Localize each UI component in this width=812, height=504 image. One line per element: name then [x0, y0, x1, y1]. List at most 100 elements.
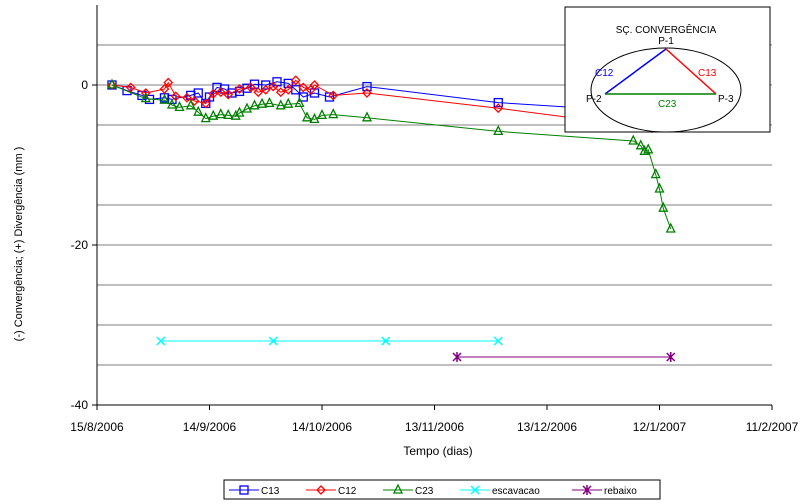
data-point-C23: [493, 124, 504, 136]
data-point-C23: [185, 99, 196, 110]
legend-item-rebaixo: rebaixo: [572, 485, 637, 497]
data-point-C12: [268, 81, 279, 92]
inset-label-p3: P-3: [718, 94, 734, 105]
data-point-C23: [215, 108, 226, 119]
data-point-C23: [159, 93, 170, 104]
data-point-C12: [208, 88, 219, 99]
legend-label: rebaixo: [604, 486, 637, 497]
data-point-C12: [182, 92, 192, 103]
x-tick-label: 15/8/2006: [70, 420, 124, 434]
data-point-C12: [140, 88, 151, 98]
data-point-C12: [290, 75, 301, 86]
legend-marker: [470, 485, 480, 495]
x-tick-label: 13/12/2006: [517, 420, 577, 434]
data-point-escavacao: [381, 336, 391, 346]
data-point-C23: [643, 143, 654, 154]
x-tick-label: 11/2/2007: [746, 420, 799, 434]
legend-marker: [239, 485, 249, 495]
data-point-C23: [301, 111, 313, 122]
x-tick-label: 14/9/2006: [183, 420, 237, 434]
legend: C13 C12 C23 escavacao rebaixo: [223, 479, 661, 500]
inset-line-c12: [604, 48, 667, 95]
data-point-C12: [328, 90, 339, 101]
data-point-rebaixo: [666, 352, 676, 362]
data-point-C23: [665, 222, 676, 233]
grid: [97, 44, 772, 366]
legend-label: C12: [338, 486, 357, 497]
data-point-C12: [170, 91, 181, 102]
data-point-C23: [223, 108, 234, 120]
data-point-C23: [650, 168, 661, 179]
series-rebaixo: [452, 352, 676, 362]
data-point-C23: [193, 105, 204, 116]
y-tick-label: -20: [71, 238, 89, 252]
legend-marker: [582, 485, 592, 495]
legend-marker: [392, 483, 404, 494]
data-point-C23: [241, 102, 253, 113]
series-escavacao: [156, 336, 503, 346]
series-C23: [106, 78, 676, 233]
data-point-C12: [223, 89, 234, 100]
data-point-C12: [107, 80, 117, 90]
data-point-C23: [654, 182, 665, 193]
x-axis-label: Tempo (dias): [403, 444, 472, 458]
legend-label: C13: [261, 486, 280, 497]
data-point-C12: [215, 87, 226, 98]
data-point-C23: [639, 144, 650, 156]
legend-label: escavacao: [492, 486, 540, 497]
legend-item-C13: C13: [229, 485, 280, 497]
data-point-escavacao: [156, 336, 166, 346]
y-axis-label: (-) Convergência; (+) Divergência (mm ): [13, 147, 25, 342]
series-layer: [106, 75, 676, 362]
data-point-C12: [253, 87, 264, 98]
inset-line-c13: [665, 48, 717, 95]
data-point-C12: [275, 87, 286, 98]
data-point-C12: [309, 80, 320, 90]
data-point-C23: [309, 112, 320, 124]
data-point-C23: [628, 134, 639, 145]
data-point-C23: [106, 78, 118, 89]
data-point-rebaixo: [452, 352, 462, 362]
axes: [92, 5, 773, 410]
data-point-C23: [275, 99, 286, 110]
inset-ellipse: [590, 47, 742, 133]
data-point-C23: [200, 112, 211, 123]
data-point-C12: [362, 88, 372, 98]
legend-marker: [316, 485, 326, 495]
data-point-C23: [658, 201, 669, 212]
inset-label-c23: C23: [658, 99, 677, 110]
inset-label-p2: P-2: [586, 94, 602, 105]
inset-label-c13: C13: [698, 68, 717, 79]
data-point-C12: [163, 77, 174, 88]
data-point-C23: [174, 100, 185, 112]
convergence-section-inset: SÇ. CONVERGÊNCIA P-1 P-2 P-3 C12 C13 C23: [564, 6, 771, 133]
data-point-C23: [294, 96, 305, 108]
data-point-C12: [159, 84, 170, 94]
data-point-escavacao: [493, 336, 503, 346]
data-point-C13: [283, 78, 293, 89]
data-point-C23: [361, 111, 373, 122]
y-tick-label: -40: [71, 398, 89, 412]
data-point-C13: [298, 92, 308, 102]
series-line-C12: [111, 79, 653, 129]
legend-item-C23: C23: [383, 483, 434, 497]
data-point-C23: [140, 92, 151, 103]
x-tick-label: 12/1/2007: [633, 420, 687, 434]
data-point-C12: [298, 82, 309, 93]
inset-label-c12: C12: [595, 68, 614, 79]
data-point-C12: [189, 96, 200, 106]
data-point-C23: [264, 96, 275, 108]
data-point-C23: [328, 108, 339, 119]
data-point-C23: [316, 108, 328, 120]
legend-item-C12: C12: [306, 485, 357, 497]
data-point-C23: [249, 99, 260, 110]
data-point-C12: [493, 103, 504, 114]
data-point-C23: [283, 97, 294, 108]
y-tick-label: 0: [81, 78, 88, 92]
data-point-C12: [125, 82, 136, 93]
data-point-escavacao: [268, 336, 278, 346]
x-tick-label: 14/10/2006: [292, 420, 352, 434]
data-point-C23: [230, 109, 241, 120]
data-point-C12: [283, 84, 294, 95]
